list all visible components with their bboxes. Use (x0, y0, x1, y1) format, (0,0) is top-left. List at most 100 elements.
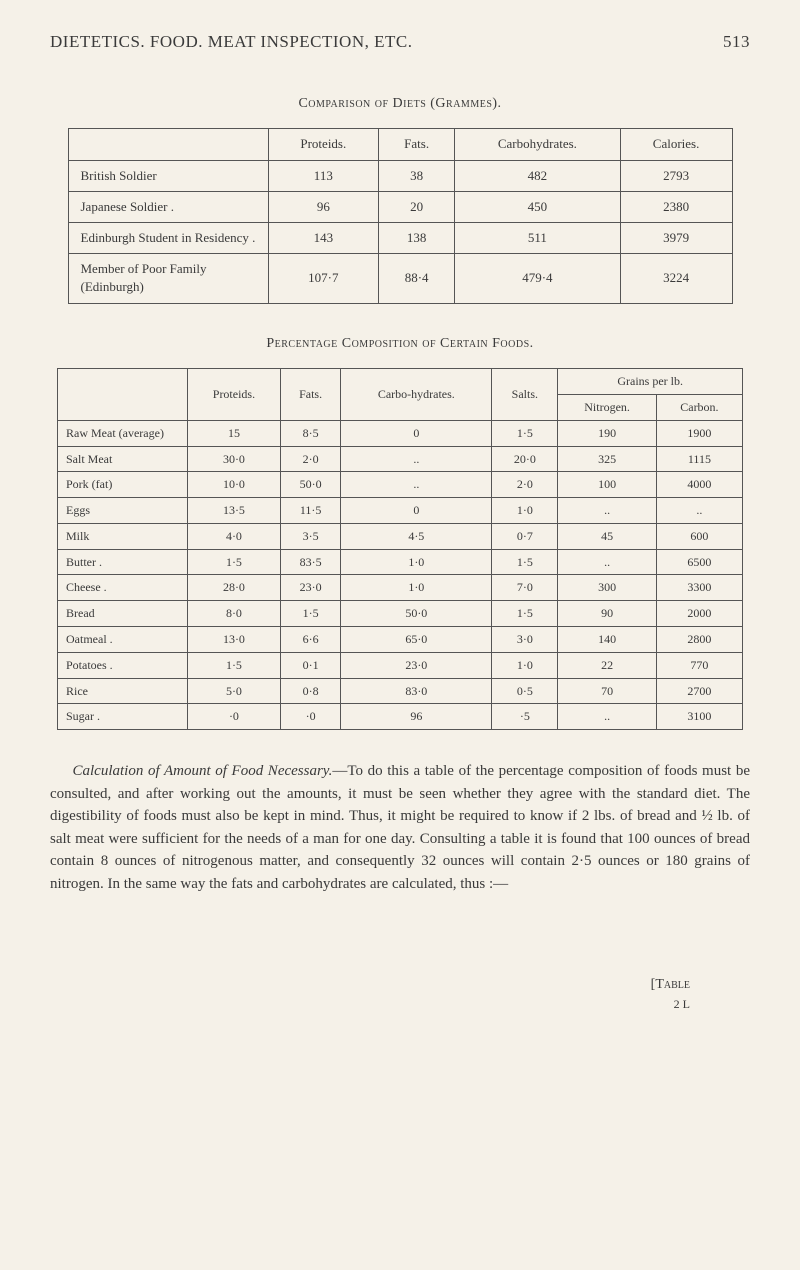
foods-table: Proteids. Fats. Carbo-hydrates. Salts. G… (57, 368, 743, 730)
table-cell: 30·0 (188, 446, 281, 472)
table-row: Salt Meat30·02·0..20·03251115 (58, 446, 743, 472)
table-cell: 770 (656, 652, 742, 678)
table-cell: ·0 (280, 704, 340, 730)
t2-col-3: Carbo-hydrates. (341, 369, 492, 421)
table-row: Rice5·00·883·00·5702700 (58, 678, 743, 704)
page-footer: [Table 2 L (50, 975, 750, 1014)
table2-title: Percentage Composition of Certain Foods. (50, 334, 750, 354)
table-cell: 107·7 (268, 254, 379, 303)
table-cell: .. (558, 498, 656, 524)
table-cell: 7·0 (492, 575, 558, 601)
footer-table-label: [Table (651, 977, 690, 992)
table-row: Eggs13·511·501·0.... (58, 498, 743, 524)
t1-col-4: Calories. (620, 129, 732, 160)
table-cell: 15 (188, 420, 281, 446)
table-cell: 50·0 (280, 472, 340, 498)
table-cell: 90 (558, 601, 656, 627)
t1-col-1: Proteids. (268, 129, 379, 160)
table-row: British Soldier113384822793 (68, 160, 732, 191)
table-cell: 1·0 (341, 575, 492, 601)
table-cell: 600 (656, 523, 742, 549)
table-cell: 325 (558, 446, 656, 472)
table-cell: 4000 (656, 472, 742, 498)
table-cell: 4·0 (188, 523, 281, 549)
table-cell: 50·0 (341, 601, 492, 627)
table-cell: 8·5 (280, 420, 340, 446)
table-row: Japanese Soldier .96204502380 (68, 191, 732, 222)
table-cell: Milk (58, 523, 188, 549)
table-cell: 3224 (620, 254, 732, 303)
table-row: Member of Poor Family (Edinburgh)107·788… (68, 254, 732, 303)
table-cell: 70 (558, 678, 656, 704)
table-cell: 0 (341, 420, 492, 446)
table1-title: Comparison of Diets (Grammes). (50, 94, 750, 114)
table-cell: 4·5 (341, 523, 492, 549)
table-cell: 138 (379, 222, 455, 253)
table-cell: Member of Poor Family (Edinburgh) (68, 254, 268, 303)
table-cell: Edinburgh Student in Residency . (68, 222, 268, 253)
table-cell: 65·0 (341, 627, 492, 653)
table-cell: 100 (558, 472, 656, 498)
table-cell: Salt Meat (58, 446, 188, 472)
table-cell: 23·0 (280, 575, 340, 601)
table-cell: 5·0 (188, 678, 281, 704)
table-cell: 450 (455, 191, 621, 222)
page-number: 513 (723, 30, 750, 54)
table-cell: 2793 (620, 160, 732, 191)
table-cell: 2380 (620, 191, 732, 222)
table-cell: 511 (455, 222, 621, 253)
table-cell: 11·5 (280, 498, 340, 524)
table-cell: .. (341, 472, 492, 498)
table-cell: 113 (268, 160, 379, 191)
table-cell: Pork (fat) (58, 472, 188, 498)
table-cell: Rice (58, 678, 188, 704)
table-cell: 22 (558, 652, 656, 678)
table-cell: 28·0 (188, 575, 281, 601)
table-cell: 1115 (656, 446, 742, 472)
table-cell: Cheese . (58, 575, 188, 601)
table-cell: 1·5 (492, 549, 558, 575)
table-cell: Sugar . (58, 704, 188, 730)
diets-table: Proteids. Fats. Carbohydrates. Calories.… (68, 128, 733, 303)
table-cell: 1·0 (492, 652, 558, 678)
t2-col-2: Fats. (280, 369, 340, 421)
t1-col-3: Carbohydrates. (455, 129, 621, 160)
t2-col-0 (58, 369, 188, 421)
table-cell: Oatmeal . (58, 627, 188, 653)
table-cell: 2800 (656, 627, 742, 653)
table-cell: 1·5 (188, 652, 281, 678)
table-cell: ·5 (492, 704, 558, 730)
table-row: Sugar .·0·096·5..3100 (58, 704, 743, 730)
table-cell: 8·0 (188, 601, 281, 627)
table-cell: .. (656, 498, 742, 524)
table-cell: 6500 (656, 549, 742, 575)
table-cell: 3100 (656, 704, 742, 730)
table-row: Butter .1·583·51·01·5..6500 (58, 549, 743, 575)
t1-col-0 (68, 129, 268, 160)
table-cell: 38 (379, 160, 455, 191)
table-row: Bread8·01·550·01·5902000 (58, 601, 743, 627)
table-cell: 1·5 (188, 549, 281, 575)
table-cell: 1·0 (492, 498, 558, 524)
table-cell: .. (558, 704, 656, 730)
t2-col-nitrogen: Nitrogen. (558, 394, 656, 420)
table-row: Potatoes .1·50·123·01·022770 (58, 652, 743, 678)
table-row: Raw Meat (average)158·501·51901900 (58, 420, 743, 446)
table-cell: 83·0 (341, 678, 492, 704)
table-cell: 0·1 (280, 652, 340, 678)
table-cell: 1900 (656, 420, 742, 446)
table-cell: Potatoes . (58, 652, 188, 678)
t2-col-4: Salts. (492, 369, 558, 421)
table-cell: 88·4 (379, 254, 455, 303)
table-row: Milk4·03·54·50·745600 (58, 523, 743, 549)
table-cell: 3·5 (280, 523, 340, 549)
table-cell: 0·5 (492, 678, 558, 704)
paragraph-lead: Calculation of Amount of Food Necessary. (73, 763, 333, 779)
t2-col-grains: Grains per lb. (558, 369, 743, 395)
table-cell: 6·6 (280, 627, 340, 653)
table-cell: 20 (379, 191, 455, 222)
header-title: DIETETICS. FOOD. MEAT INSPECTION, ETC. (50, 32, 412, 51)
table-cell: 3300 (656, 575, 742, 601)
table-cell: 13·0 (188, 627, 281, 653)
t1-col-2: Fats. (379, 129, 455, 160)
